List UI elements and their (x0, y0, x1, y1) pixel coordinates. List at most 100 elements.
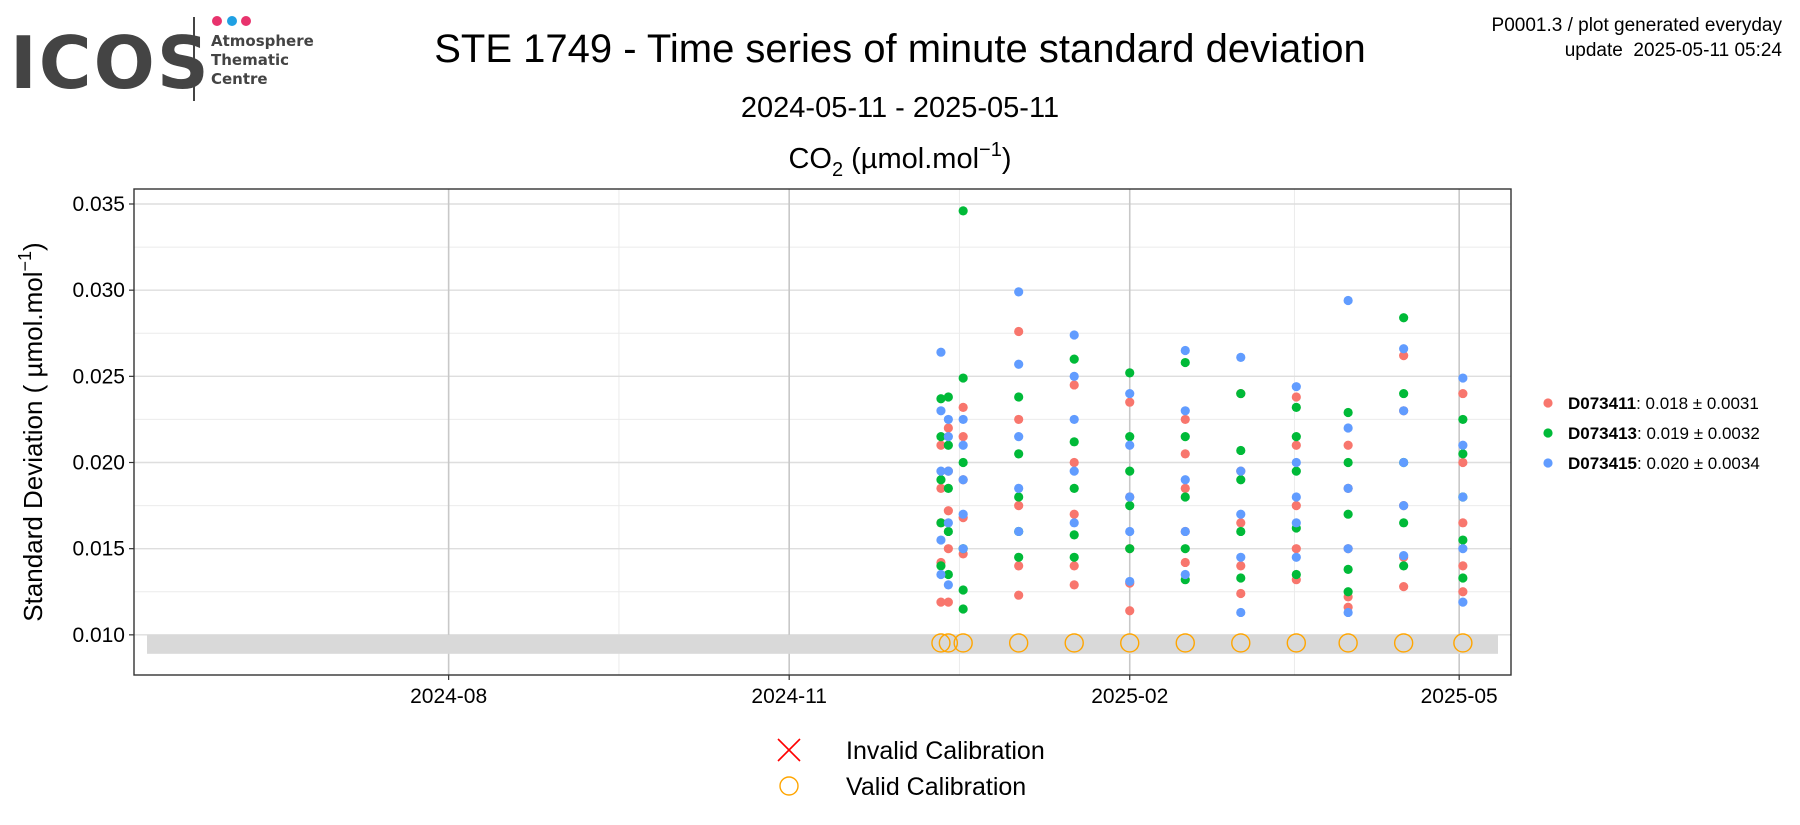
data-point (1291, 569, 1301, 580)
data-point (1069, 466, 1079, 476)
data-point (1125, 576, 1135, 587)
threshold-band (147, 634, 1498, 654)
legend-series-name: D073413 (1568, 424, 1637, 443)
data-point (1458, 587, 1468, 597)
data-point (1180, 475, 1190, 485)
data-point (1236, 552, 1246, 562)
y-tick-label: 0.035 (72, 193, 125, 216)
data-point (1014, 414, 1024, 425)
valid-calibration-marker (1175, 633, 1195, 653)
data-point (943, 440, 953, 450)
data-point (1180, 357, 1190, 368)
data-point (1458, 388, 1468, 399)
data-point (1343, 564, 1353, 574)
data-point (943, 597, 953, 607)
panel-title-rest: (µmol.mol (843, 143, 979, 175)
data-point (1014, 552, 1024, 562)
x-tick-label: 2025-02 (1091, 685, 1168, 708)
data-point (936, 535, 946, 545)
data-point (1014, 561, 1024, 571)
legend-label: D073413: 0.019 ± 0.0032 (1568, 424, 1760, 443)
data-point (936, 483, 946, 493)
data-point (1125, 397, 1135, 407)
data-point (936, 561, 946, 571)
data-point (1069, 552, 1079, 562)
data-point (1399, 406, 1409, 416)
data-point (958, 585, 968, 595)
data-point (1399, 351, 1409, 361)
data-point (1399, 561, 1409, 571)
data-point (1069, 354, 1079, 364)
data-point (1236, 588, 1246, 599)
data-point (1291, 544, 1301, 554)
data-point (943, 506, 953, 516)
data-point (1458, 457, 1468, 468)
data-point (1399, 457, 1409, 468)
y-tick-label: 0.025 (72, 365, 125, 388)
panel-title-sup: −1 (979, 139, 1002, 161)
data-point (936, 394, 946, 404)
data-point (1180, 414, 1190, 425)
panel-title-end: ) (1002, 143, 1012, 175)
data-point (958, 373, 968, 383)
data-point (1069, 457, 1079, 468)
data-point (1236, 352, 1246, 362)
x-tick-label: 2024-11 (751, 685, 827, 708)
data-point (1069, 530, 1079, 540)
y-tick-label: 0.010 (72, 624, 125, 647)
calibration-legend-label: Valid Calibration (846, 773, 1026, 801)
valid-calibration-marker (1453, 633, 1473, 653)
y-tick-label: 0.020 (72, 452, 125, 475)
data-point (1343, 423, 1353, 433)
data-point (1125, 440, 1135, 450)
logo-line: Centre (211, 70, 268, 88)
data-point (1458, 414, 1468, 425)
y-tick-label: 0.030 (72, 279, 125, 302)
data-point (1399, 518, 1409, 528)
data-point (958, 402, 968, 412)
data-point (936, 518, 946, 528)
invalid-calibration-marker (777, 738, 801, 762)
legend-series-stats: : 0.018 ± 0.0031 (1636, 394, 1759, 413)
data-point (1180, 432, 1190, 442)
y-label-sup: −1 (15, 251, 35, 272)
valid-calibration-marker (1338, 633, 1358, 653)
valid-calibration-marker (1064, 633, 1084, 653)
valid-calibration-marker (779, 776, 799, 796)
logo: ICOS Atmosphere Thematic Centre (10, 16, 314, 105)
data-point (1458, 597, 1468, 607)
data-point (958, 604, 968, 614)
data-point (936, 432, 946, 442)
plot-border (133, 188, 1512, 676)
y-tick-label: 0.015 (72, 538, 125, 561)
data-point (1069, 509, 1079, 519)
data-point (1458, 449, 1468, 459)
data-point (943, 432, 953, 442)
logo-text: ICOS (10, 21, 211, 105)
data-point (1291, 440, 1301, 450)
data-point (1069, 483, 1079, 493)
data-point (958, 414, 968, 425)
legend-series-name: D073411 (1568, 394, 1636, 413)
data-point (943, 414, 953, 425)
valid-calibration-marker (1393, 633, 1414, 653)
data-point (943, 580, 953, 590)
data-point (1125, 500, 1135, 511)
data-point (1125, 432, 1135, 442)
data-point (936, 597, 946, 607)
data-point (936, 569, 946, 580)
data-point (1014, 500, 1024, 511)
y-label-end: ) (18, 242, 48, 251)
data-point (943, 544, 953, 554)
data-point (958, 475, 968, 485)
logo-dot (227, 16, 237, 26)
data-point (1069, 414, 1079, 425)
data-point (1343, 607, 1353, 618)
data-point (1458, 440, 1468, 450)
legend-series-stats: : 0.020 ± 0.0034 (1637, 454, 1760, 473)
data-point (1343, 457, 1353, 468)
valid-calibration-marker (1120, 633, 1140, 653)
data-point (958, 457, 968, 468)
data-point (1069, 518, 1079, 528)
legend-series-name: D073415 (1568, 454, 1637, 473)
